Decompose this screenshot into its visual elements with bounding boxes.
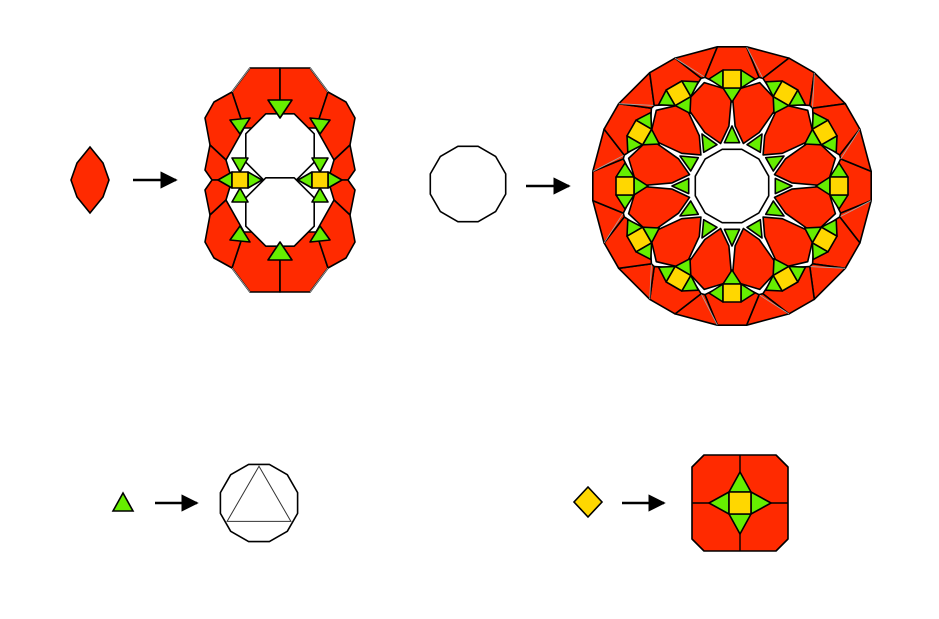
rule-yellow-rhombus (572, 454, 789, 552)
yellow-square-tile (811, 119, 838, 146)
green-triangle-tile (679, 155, 700, 172)
red-lens-tile (773, 185, 837, 235)
guide-line (309, 67, 329, 93)
rule-green-triangle (111, 463, 299, 543)
yellow-square-tile (665, 265, 692, 292)
yellow-square-tile (231, 171, 249, 189)
yellow-square-tile (722, 283, 742, 303)
red-outer-tile (617, 71, 656, 109)
green-triangle-tile (229, 117, 251, 135)
red-lens-tile (762, 102, 816, 156)
guide-line (231, 267, 251, 293)
guide-line (231, 67, 251, 93)
yellow-square-tile (728, 491, 752, 515)
red-lens-tile (648, 216, 702, 270)
rule-white-dodecagon (429, 45, 873, 327)
red-dodecagon-ring (591, 45, 873, 327)
guide-line (649, 263, 652, 300)
guide-line (700, 293, 718, 326)
red-lens-tile (627, 185, 691, 235)
guide-line (839, 200, 872, 218)
yellow-square-tile (615, 176, 635, 196)
guide-line (592, 154, 625, 172)
green-triangle-tile (311, 157, 329, 173)
red-hexagon-tile (70, 145, 110, 215)
green-triangle-tile (764, 155, 785, 172)
yellow-square-tile (772, 80, 799, 107)
green-triangle-tile (267, 99, 293, 119)
white-hole (245, 113, 316, 183)
yellow-square-tile (811, 226, 838, 253)
yellow-square-tile (626, 226, 653, 253)
guide-line (809, 266, 846, 269)
yellow-rhombus-tile (572, 485, 604, 519)
yellow-square-tile (722, 69, 742, 89)
red-lens-tile (683, 227, 733, 291)
red-lens-tile (773, 137, 837, 187)
green-triangle-tile (671, 177, 690, 195)
yellow-square-tile (772, 265, 799, 292)
guide-line (674, 57, 706, 78)
yellow-square-tile (829, 176, 849, 196)
guide-line (603, 212, 624, 244)
red-lens-tile (683, 81, 733, 145)
red-outer-tile (808, 71, 847, 109)
green-triangle-tile (723, 228, 741, 247)
green-triangle-tile (701, 133, 718, 154)
green-triangle-tile (309, 225, 331, 243)
green-triangle-tile (679, 200, 700, 217)
rule-red-hexagon (70, 67, 356, 293)
guide-line (309, 267, 329, 293)
guide-line (812, 72, 815, 109)
guide-line (840, 128, 861, 160)
red-lens-tile (731, 227, 781, 291)
green-triangle-tile (231, 187, 249, 203)
green-triangle-tile (764, 200, 785, 217)
red-double-ring (204, 67, 356, 293)
red-lens-tile (648, 102, 702, 156)
red-lens-tile (627, 137, 691, 187)
dodecagon-with-inscribed-triangle (219, 463, 299, 543)
white-dodecagon-shape (429, 145, 507, 223)
yellow-square-tile (626, 119, 653, 146)
red-lens-tile (762, 216, 816, 270)
guide-line (618, 103, 655, 106)
green-triangle-tile (229, 225, 251, 243)
green-triangle-tile (701, 218, 718, 239)
white-dodecagon-tile (429, 145, 507, 223)
green-triangle-tile (723, 125, 741, 144)
green-triangle-tile (746, 133, 763, 154)
green-triangle-tile (309, 117, 331, 135)
yellow-square-tile (665, 80, 692, 107)
inscribed-triangle (226, 465, 292, 522)
red-outer-tile (617, 262, 656, 301)
guide-line (758, 294, 790, 315)
white-center-hole (694, 148, 770, 224)
dodecagon-outline (219, 463, 299, 543)
green-triangle-tile (774, 177, 793, 195)
green-triangle-tile (267, 241, 293, 261)
white-hole (245, 177, 316, 247)
red-outer-tile (808, 262, 847, 301)
green-triangle-tile (231, 157, 249, 173)
red-lens-tile (731, 81, 781, 145)
green-triangle-tile (746, 218, 763, 239)
red-square-patch (691, 454, 789, 552)
guide-line (746, 46, 764, 79)
green-triangle-tile (111, 491, 135, 512)
green-triangle-tile (311, 187, 329, 203)
yellow-square-tile (311, 171, 329, 189)
